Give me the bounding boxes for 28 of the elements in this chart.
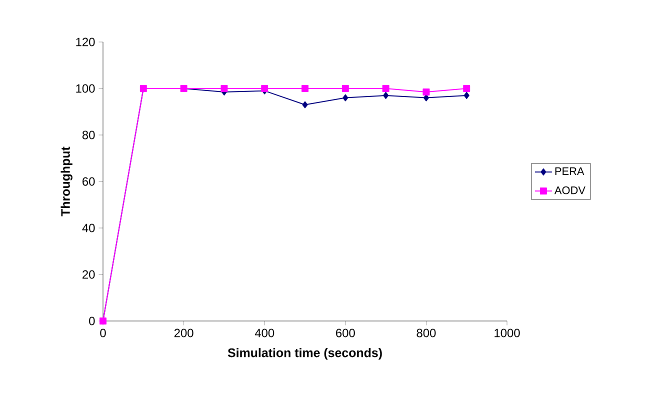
point	[342, 94, 348, 102]
point	[302, 101, 308, 108]
x-tick-label: 0	[100, 328, 106, 338]
y-tick-label: 20	[82, 270, 95, 279]
point	[383, 92, 389, 99]
point	[220, 85, 228, 92]
point	[382, 85, 390, 92]
point	[342, 85, 349, 92]
x-axis-title: Simulation time (seconds)	[228, 348, 382, 360]
y-tick-label: 40	[82, 224, 95, 232]
x-tick-label: 600	[336, 328, 355, 338]
point	[463, 85, 470, 92]
x-tick-label: 800	[416, 328, 436, 338]
point	[422, 88, 430, 96]
y-axis-title: Throughput	[60, 146, 72, 216]
y-tick-label: 80	[82, 130, 95, 140]
point	[261, 85, 268, 92]
x-tick-label: 1000	[494, 328, 520, 338]
y-tick-label: 120	[76, 38, 95, 46]
legend-label: AODV	[554, 186, 586, 194]
point	[302, 85, 308, 92]
x-tick-label: 200	[174, 328, 194, 338]
point	[464, 92, 470, 99]
y-tick-label: 0	[89, 316, 95, 326]
y-tick-label: 60	[82, 177, 95, 186]
y-tick-label: 100	[76, 84, 95, 93]
legend-label: PERA	[555, 167, 584, 175]
x-tick-label: 400	[254, 328, 274, 338]
